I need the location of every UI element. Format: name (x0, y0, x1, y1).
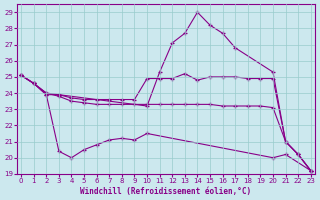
X-axis label: Windchill (Refroidissement éolien,°C): Windchill (Refroidissement éolien,°C) (80, 187, 252, 196)
